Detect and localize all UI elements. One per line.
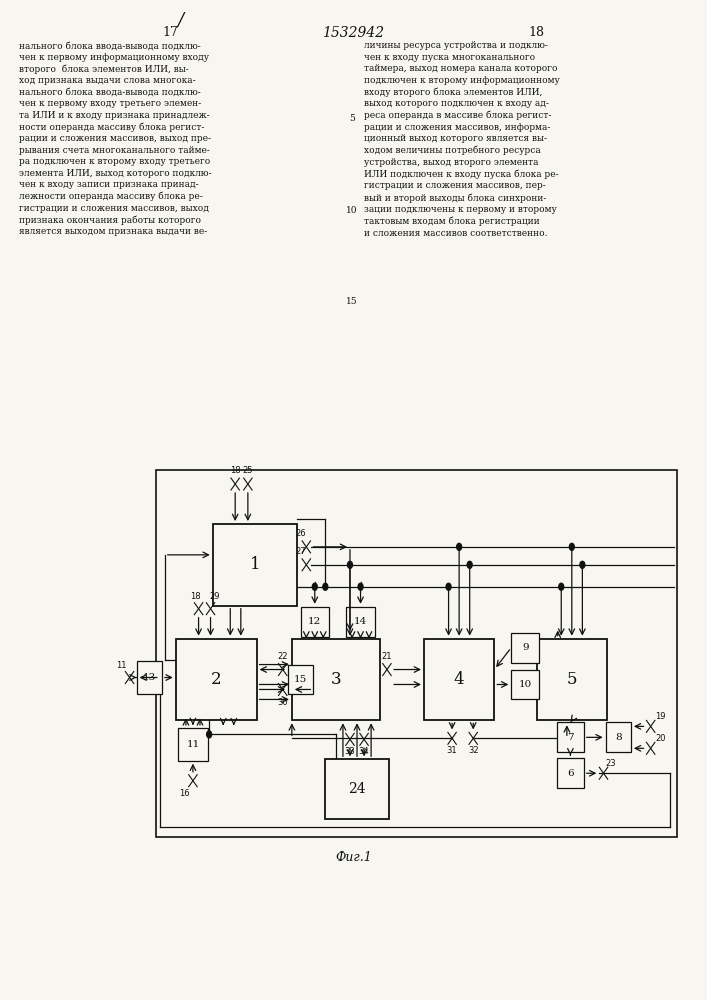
Text: 6: 6 xyxy=(567,769,573,778)
Text: 24: 24 xyxy=(349,782,366,796)
Text: 1: 1 xyxy=(250,556,260,573)
Text: 20: 20 xyxy=(655,734,666,743)
Bar xyxy=(537,639,607,720)
Text: 8: 8 xyxy=(615,733,621,742)
Text: 11: 11 xyxy=(187,740,199,749)
Bar xyxy=(606,722,631,752)
Bar xyxy=(325,759,389,819)
Text: 1532942: 1532942 xyxy=(322,26,385,40)
Text: /: / xyxy=(178,11,184,29)
Text: 32: 32 xyxy=(468,746,479,755)
Text: нального блока ввода-вывода подклю-
чен к первому информационному входу
второго : нального блока ввода-вывода подклю- чен … xyxy=(19,41,211,236)
Bar xyxy=(156,470,677,837)
Text: 29: 29 xyxy=(209,592,220,601)
Bar xyxy=(292,639,380,720)
Text: 2: 2 xyxy=(211,671,221,688)
Text: 22: 22 xyxy=(277,652,288,661)
Bar xyxy=(288,665,313,694)
Bar xyxy=(178,728,208,761)
Text: личины ресурса устройства и подклю-
чен к входу пуска многоканального
таймера, в: личины ресурса устройства и подклю- чен … xyxy=(364,41,560,238)
Circle shape xyxy=(559,583,563,590)
Text: 17: 17 xyxy=(163,26,178,39)
Text: 5: 5 xyxy=(349,114,355,123)
Circle shape xyxy=(569,543,574,550)
Text: 33: 33 xyxy=(344,747,356,756)
Circle shape xyxy=(358,583,363,590)
Circle shape xyxy=(446,583,451,590)
Circle shape xyxy=(457,543,462,550)
Circle shape xyxy=(323,583,328,590)
Text: 13: 13 xyxy=(143,673,156,682)
Bar xyxy=(557,722,584,752)
Text: 7: 7 xyxy=(567,733,573,742)
Circle shape xyxy=(580,561,585,568)
Text: Фиг.1: Фиг.1 xyxy=(335,851,372,864)
Circle shape xyxy=(467,561,472,568)
Text: 12: 12 xyxy=(308,617,322,626)
Text: 34: 34 xyxy=(358,747,369,756)
Circle shape xyxy=(348,561,353,568)
Circle shape xyxy=(312,583,317,590)
Text: 30: 30 xyxy=(277,698,288,707)
Text: 15: 15 xyxy=(294,675,308,684)
Text: 14: 14 xyxy=(354,617,367,626)
Text: 16: 16 xyxy=(179,789,189,798)
Text: 26: 26 xyxy=(296,529,306,538)
Text: 27: 27 xyxy=(296,547,306,556)
Text: 10: 10 xyxy=(346,206,358,215)
Bar xyxy=(346,607,375,637)
Bar xyxy=(136,661,162,694)
Bar xyxy=(557,758,584,788)
Text: 21: 21 xyxy=(382,652,392,661)
Text: 18: 18 xyxy=(190,592,201,601)
Text: 15: 15 xyxy=(346,297,358,306)
Bar xyxy=(213,524,297,606)
Text: 18: 18 xyxy=(529,26,544,39)
Bar xyxy=(511,670,539,699)
Text: 25: 25 xyxy=(243,466,253,475)
Text: 4: 4 xyxy=(454,671,464,688)
Text: 11: 11 xyxy=(116,661,127,670)
Text: 19: 19 xyxy=(655,712,666,721)
Circle shape xyxy=(206,731,211,738)
Text: 18: 18 xyxy=(230,466,240,475)
Text: 23: 23 xyxy=(605,759,616,768)
Text: 31: 31 xyxy=(447,746,457,755)
Bar xyxy=(511,633,539,663)
Bar xyxy=(424,639,494,720)
Text: 9: 9 xyxy=(522,643,529,652)
Text: 10: 10 xyxy=(519,680,532,689)
Text: 3: 3 xyxy=(331,671,341,688)
Bar xyxy=(300,607,329,637)
Text: 5: 5 xyxy=(566,671,577,688)
Bar xyxy=(175,639,257,720)
